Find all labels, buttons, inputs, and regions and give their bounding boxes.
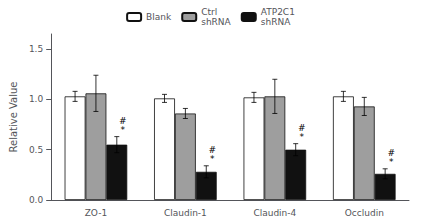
svg-text:Blank: Blank xyxy=(146,12,172,22)
svg-text:#: # xyxy=(387,148,395,158)
svg-text:Ctrl: Ctrl xyxy=(201,7,217,17)
svg-text:1.5: 1.5 xyxy=(29,44,43,54)
svg-text:Claudin-1: Claudin-1 xyxy=(164,208,207,218)
svg-text:*: * xyxy=(121,125,126,135)
svg-text:shRNA: shRNA xyxy=(261,17,291,27)
svg-text:Occludin: Occludin xyxy=(345,208,384,218)
svg-text:0.5: 0.5 xyxy=(29,145,43,155)
svg-text:ZO-1: ZO-1 xyxy=(85,208,107,218)
svg-text:0.0: 0.0 xyxy=(29,195,44,205)
svg-text:*: * xyxy=(210,154,215,164)
svg-text:#: # xyxy=(209,145,217,155)
svg-text:1.0: 1.0 xyxy=(29,94,44,104)
svg-text:shRNA: shRNA xyxy=(201,17,231,27)
svg-text:Relative Value: Relative Value xyxy=(8,82,19,153)
svg-text:#: # xyxy=(119,116,127,126)
svg-text:*: * xyxy=(389,157,394,167)
svg-text:Claudin-4: Claudin-4 xyxy=(253,208,296,218)
svg-text:*: * xyxy=(300,132,305,142)
svg-text:#: # xyxy=(298,123,306,133)
svg-text:ATP2C1: ATP2C1 xyxy=(261,7,295,17)
